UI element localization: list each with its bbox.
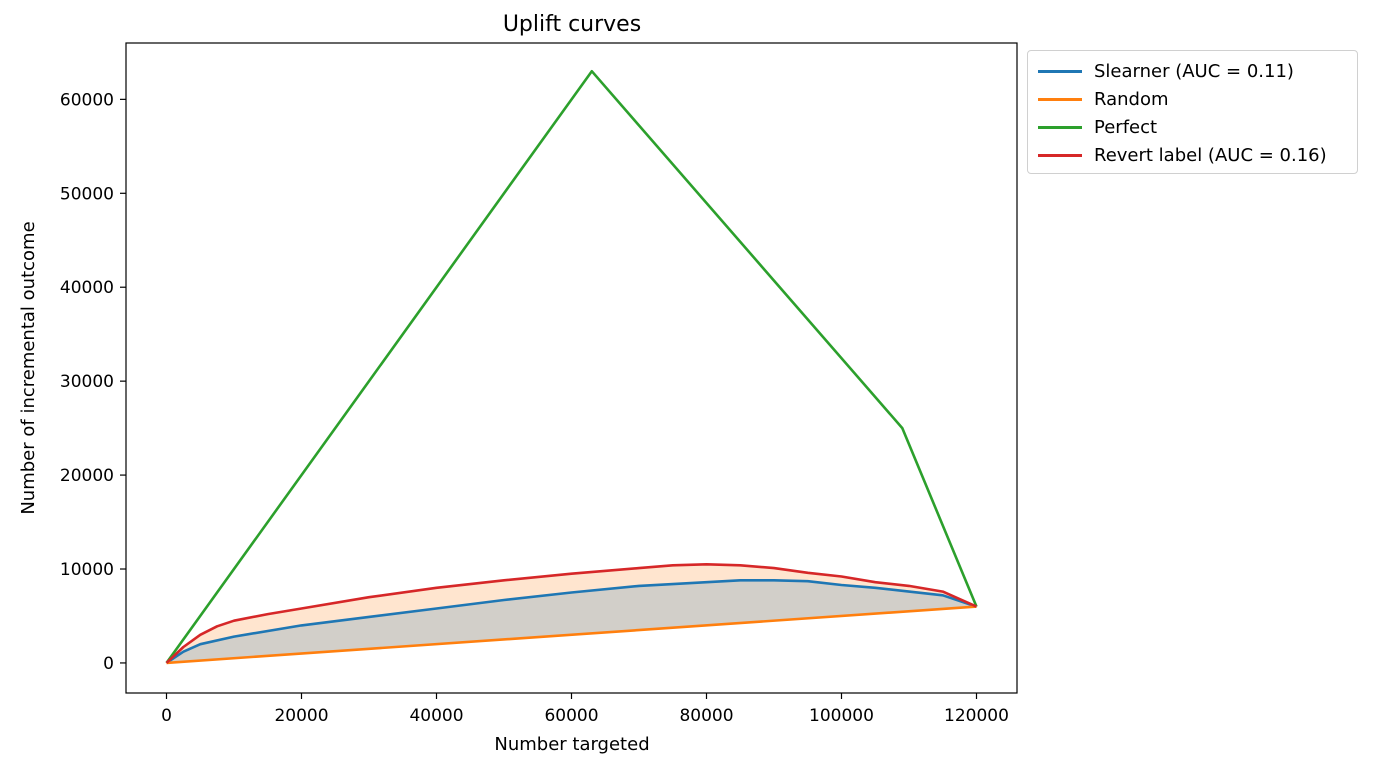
area-fill-revert-label-auc-0-16 bbox=[166, 564, 977, 663]
legend-label-revert-label: Revert label (AUC = 0.16) bbox=[1094, 144, 1327, 166]
y-axis-label: Number of incremental outcome bbox=[18, 221, 39, 514]
y-tick-label: 30000 bbox=[60, 372, 114, 392]
x-tick-label: 20000 bbox=[274, 706, 328, 726]
y-tick-label: 50000 bbox=[60, 184, 114, 204]
legend-item-revert-label: Revert label (AUC = 0.16) bbox=[1038, 141, 1327, 169]
legend-label-random: Random bbox=[1094, 88, 1169, 110]
y-tick-label: 60000 bbox=[60, 90, 114, 110]
legend-label-slearner: Slearner (AUC = 0.11) bbox=[1094, 60, 1294, 82]
legend-swatch-random bbox=[1038, 97, 1082, 101]
area-fills bbox=[166, 564, 977, 663]
y-axis-ticks: 0 10000 20000 30000 40000 50000 60000 bbox=[60, 90, 126, 674]
legend-swatch-slearner bbox=[1038, 69, 1082, 73]
series-line-slearner-auc-0-11 bbox=[165, 578, 977, 664]
x-tick-label: 100000 bbox=[809, 706, 874, 726]
legend: Slearner (AUC = 0.11) Random Perfect Rev… bbox=[1027, 50, 1358, 174]
legend-item-perfect: Perfect bbox=[1038, 113, 1157, 141]
series-line-random bbox=[166, 605, 977, 665]
x-tick-label: 40000 bbox=[409, 706, 463, 726]
y-tick-label: 0 bbox=[103, 654, 114, 674]
x-axis-ticks: 0 20000 40000 60000 80000 100000 120000 bbox=[161, 693, 1009, 726]
x-tick-label: 80000 bbox=[679, 706, 733, 726]
x-tick-label: 120000 bbox=[944, 706, 1009, 726]
x-tick-label: 0 bbox=[161, 706, 172, 726]
area-fill-slearner-auc-0-11 bbox=[166, 580, 977, 663]
chart-title: Uplift curves bbox=[503, 12, 641, 37]
y-tick-label: 40000 bbox=[60, 278, 114, 298]
series-line-perfect bbox=[165, 69, 978, 664]
legend-swatch-perfect bbox=[1038, 125, 1082, 129]
x-tick-label: 60000 bbox=[544, 706, 598, 726]
x-axis-label: Number targeted bbox=[494, 734, 649, 755]
legend-item-random: Random bbox=[1038, 85, 1169, 113]
series-line-revert-label-auc-0-16 bbox=[165, 562, 978, 664]
legend-item-slearner: Slearner (AUC = 0.11) bbox=[1038, 57, 1294, 85]
legend-label-perfect: Perfect bbox=[1094, 116, 1158, 138]
y-tick-label: 20000 bbox=[60, 466, 114, 486]
legend-swatch-revert-label bbox=[1038, 153, 1082, 157]
series-lines bbox=[165, 69, 978, 665]
y-tick-label: 10000 bbox=[60, 560, 114, 580]
